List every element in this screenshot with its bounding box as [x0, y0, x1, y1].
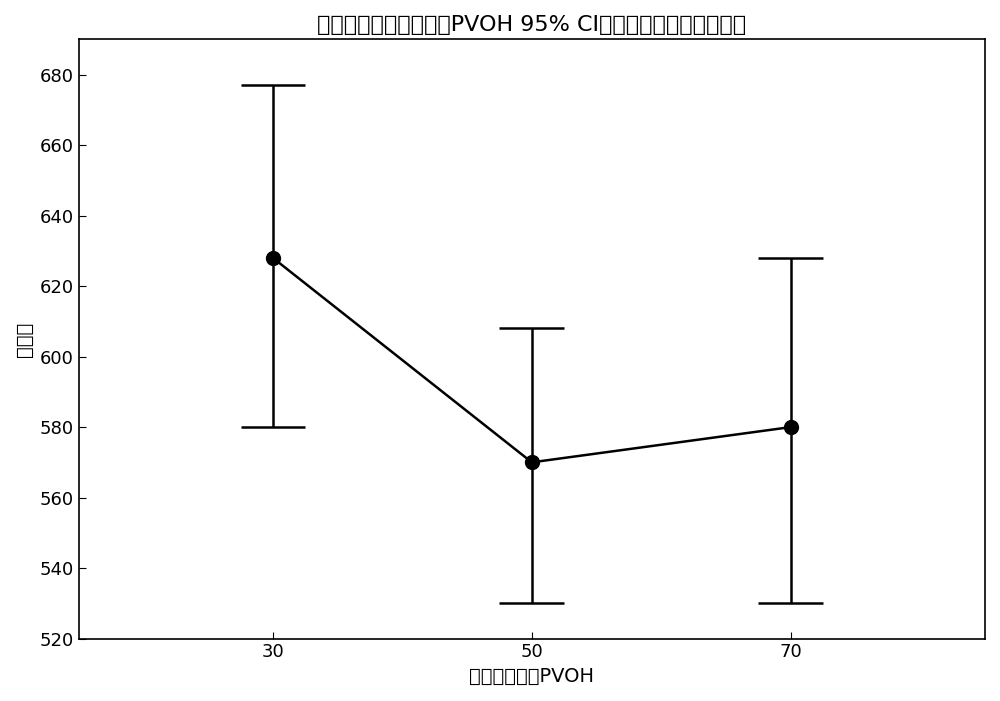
X-axis label: 马来酸改性的PVOH: 马来酸改性的PVOH	[469, 667, 594, 686]
Point	[783, 421, 799, 433]
Title: 袋强度与马来酸改性的PVOH 95% CI的平均值的间隔点曲线图: 袋强度与马来酸改性的PVOH 95% CI的平均值的间隔点曲线图	[317, 15, 746, 35]
Point	[265, 252, 281, 264]
Point	[524, 457, 540, 468]
Y-axis label: 袋强度: 袋强度	[15, 321, 34, 357]
